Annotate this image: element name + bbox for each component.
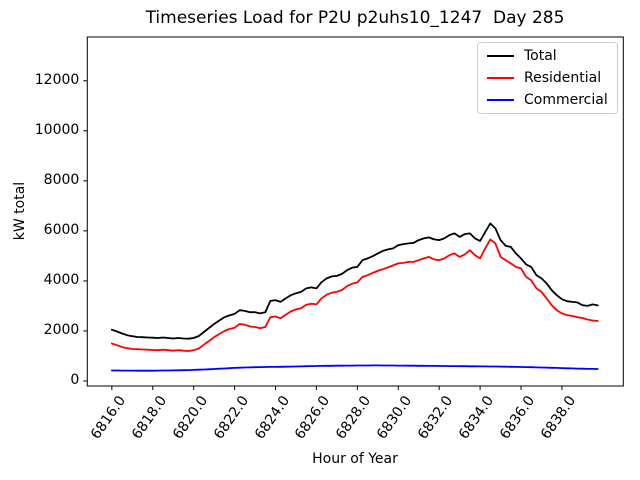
y-tick-label: 0 xyxy=(70,371,80,388)
line-commercial xyxy=(110,364,599,372)
y-tick-label: 2000 xyxy=(43,321,80,338)
legend-label-total: Total xyxy=(524,48,557,64)
line-total xyxy=(110,222,599,340)
line-residential xyxy=(110,238,599,352)
legend-item-total: Total xyxy=(478,45,617,67)
legend-line-commercial-icon xyxy=(487,99,514,101)
plot-border xyxy=(86,36,624,387)
y-tick-label: 10000 xyxy=(34,121,80,138)
legend-label-commercial: Commercial xyxy=(524,92,608,108)
legend: Total Residential Commercial xyxy=(477,42,618,114)
legend-label-residential: Residential xyxy=(524,70,602,86)
y-tick-label: 4000 xyxy=(43,271,80,288)
chart-title: Timeseries Load for P2U p2uhs10_1247 Day… xyxy=(145,8,565,28)
legend-item-residential: Residential xyxy=(478,67,617,89)
y-tick-label: 12000 xyxy=(34,71,80,88)
legend-item-commercial: Commercial xyxy=(478,89,617,111)
y-tick-label: 6000 xyxy=(43,221,80,238)
y-axis-label: kW total xyxy=(12,181,28,241)
legend-line-total-icon xyxy=(487,55,514,57)
y-tick-label: 8000 xyxy=(43,171,80,188)
x-axis-label: Hour of Year xyxy=(312,451,398,467)
legend-line-residential-icon xyxy=(487,77,514,79)
